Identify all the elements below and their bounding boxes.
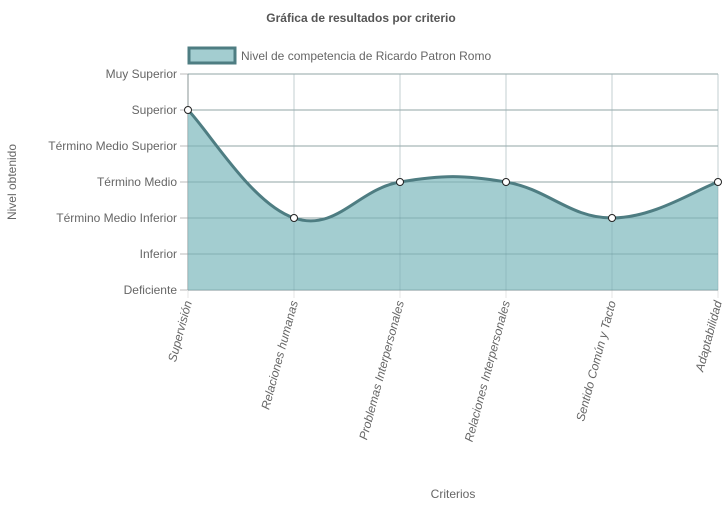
legend[interactable]: Nivel de competencia de Ricardo Patron R… <box>187 46 491 65</box>
y-tick-label: Inferior <box>140 247 177 261</box>
x-tick-label: Sentido Común y Tacto <box>573 299 619 423</box>
series-points <box>184 106 722 222</box>
y-tick-label: Deficiente <box>124 283 178 297</box>
y-tick-label: Término Medio <box>97 175 177 189</box>
data-point[interactable] <box>714 178 722 186</box>
y-tick-label: Término Medio Superior <box>48 139 177 153</box>
series-area <box>188 110 718 290</box>
data-point[interactable] <box>184 106 192 114</box>
legend-swatch <box>187 46 237 65</box>
data-point[interactable] <box>608 214 616 222</box>
y-axis-label: Nivel obtenido <box>5 144 19 220</box>
x-tick-label: Problemas Interpersonales <box>356 299 407 441</box>
chart-title: Gráfica de resultados por criterio <box>266 11 455 25</box>
y-tick-label: Muy Superior <box>106 67 177 81</box>
y-axis-ticks: Deficiente Inferior Término Medio Inferior… <box>48 67 177 297</box>
x-tick-label: Supervisión <box>165 299 195 364</box>
series-line <box>186 108 719 223</box>
x-tick-label: Adaptabilidad <box>692 299 722 374</box>
x-axis-label: Criterios <box>431 487 476 501</box>
data-point[interactable] <box>502 178 510 186</box>
x-tick-label: Relaciones humanas <box>258 299 301 411</box>
x-axis-ticks: Supervisión Relaciones humanas Problemas I… <box>165 299 722 443</box>
y-tick-label: Superior <box>132 103 177 117</box>
legend-label: Nivel de competencia de Ricardo Patron R… <box>241 49 491 63</box>
data-point[interactable] <box>290 214 298 222</box>
data-point[interactable] <box>396 178 404 186</box>
x-tick-label: Relaciones Interpersonales <box>462 299 513 443</box>
y-tick-label: Término Medio Inferior <box>56 211 177 225</box>
